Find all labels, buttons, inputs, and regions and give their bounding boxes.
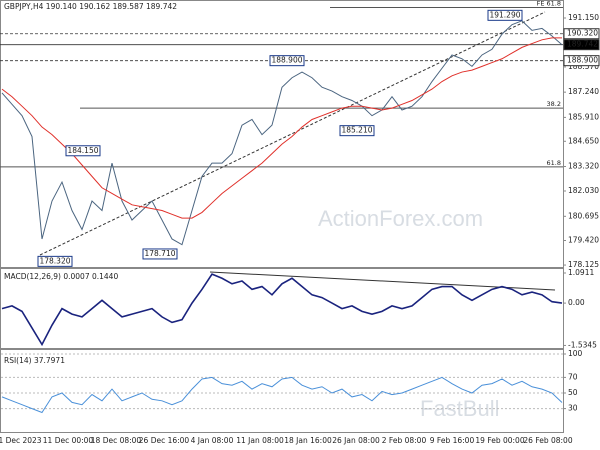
- x-tick-label: 1 Dec 2023: [0, 436, 42, 445]
- annotation-box: [487, 9, 523, 21]
- annotation-label: 191.290: [489, 10, 520, 19]
- annotation-label: 185.210: [341, 126, 372, 135]
- series-line: [1, 273, 563, 347]
- x-tick-label: 18 Dec 08:00: [91, 436, 142, 445]
- price-tag-label: 189.742: [567, 40, 598, 49]
- header: GBPJPY,H4 190.140 190.162 189.587 189.74…: [4, 2, 177, 11]
- price-tag-label: 190.320: [567, 29, 598, 38]
- trend-line: [39, 11, 546, 256]
- x-tick-label: 26 Dec 16:00: [139, 436, 190, 445]
- y-tick-label: 179.420: [568, 235, 599, 244]
- watermark: FastBull: [420, 396, 499, 421]
- price-tag: [563, 28, 600, 40]
- y-tick-label: 191.150: [568, 13, 599, 22]
- panel-title: MACD(12,26,9) 0.0007 0.1440: [4, 272, 118, 281]
- series-line: [1, 37, 562, 219]
- y-tick-label: 1.0911: [568, 268, 594, 277]
- price-tag: [563, 55, 600, 67]
- y-tick-label: 185.910: [568, 112, 599, 121]
- x-tick-label: 4 Jan 08:00: [191, 436, 234, 445]
- y-tick-label: -1.5345: [568, 340, 597, 349]
- y-tick-label: 50: [568, 388, 578, 397]
- annotation-box: [37, 255, 73, 267]
- y-tick-label: 188.570: [568, 62, 599, 71]
- panel-border: [0, 268, 564, 349]
- price-tag-label: 188.900: [567, 56, 598, 65]
- annotation-box: [65, 145, 101, 157]
- annotation-box: [269, 55, 305, 67]
- y-tick-label: 183.320: [568, 162, 599, 171]
- y-tick-label: 184.650: [568, 136, 599, 145]
- panel-title: RSI(14) 37.7971: [4, 356, 65, 365]
- y-tick-label: 100: [568, 349, 583, 358]
- fib-label: 61.8: [547, 159, 561, 167]
- x-tick-label: 19 Feb 00:00: [475, 436, 524, 445]
- annotation-box: [339, 125, 375, 137]
- y-tick-label: 180.695: [568, 211, 599, 220]
- series-line: [1, 20, 563, 246]
- x-tick-label: 26 Feb 08:00: [523, 436, 572, 445]
- y-tick-label: 187.240: [568, 87, 599, 96]
- y-tick-label: 182.030: [568, 186, 599, 195]
- x-tick-label: 9 Feb 16:00: [430, 436, 475, 445]
- watermark: ActionForex.com: [318, 206, 483, 231]
- y-tick-label: 0.00: [568, 298, 585, 307]
- annotation-label: 178.320: [39, 256, 70, 265]
- x-tick-label: 11 Jan 08:00: [236, 436, 284, 445]
- panel-border: [0, 0, 564, 268]
- x-tick-label: 18 Jan 16:00: [284, 436, 332, 445]
- panel-border: [0, 349, 564, 433]
- y-tick-label: 178.125: [568, 260, 599, 269]
- annotation-label: 188.900: [271, 56, 302, 65]
- fib-label: FE 61.8: [537, 0, 561, 8]
- annotation-label: 178.710: [144, 249, 175, 258]
- series-line: [1, 376, 563, 414]
- x-tick-label: 26 Jan 08:00: [332, 436, 380, 445]
- x-tick-label: 11 Dec 00:00: [43, 436, 94, 445]
- price-tag: [563, 39, 600, 51]
- fib-label: 38.2: [547, 100, 561, 108]
- y-tick-label: 70: [568, 372, 578, 381]
- annotation-box: [142, 248, 178, 260]
- y-tick-label: 30: [568, 404, 578, 413]
- x-tick-label: 2 Feb 08:00: [382, 436, 427, 445]
- annotation-label: 184.150: [67, 146, 98, 155]
